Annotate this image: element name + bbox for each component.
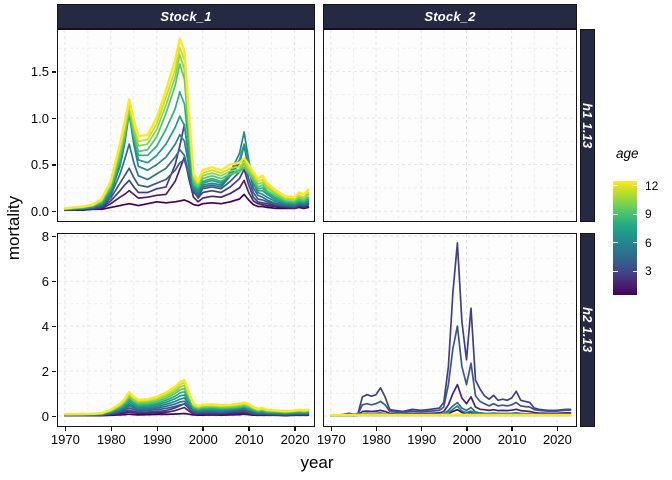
- y-tick-label: 0: [41, 408, 49, 424]
- legend-tick-label: 6: [645, 235, 652, 250]
- y-tick-mark: [52, 280, 56, 283]
- x-tick-label: 2020: [542, 432, 572, 447]
- x-tick-mark: [202, 427, 204, 431]
- y-tick-label: 1.0: [30, 110, 49, 126]
- legend-tick-mark: [613, 213, 618, 215]
- facet-strip-label: Stock_1: [160, 9, 212, 24]
- series-line-age-2: [329, 383, 572, 417]
- y-tick-label: 1.5: [30, 63, 49, 79]
- y-tick-label: 2: [41, 363, 49, 379]
- series-line-age-4: [64, 159, 310, 211]
- legend-tick-label: 12: [645, 178, 659, 193]
- legend-tick-mark: [632, 242, 637, 244]
- panel-plot-svg: [324, 234, 575, 425]
- y-tick-label: 8: [41, 228, 49, 244]
- panel-plot-svg: [58, 234, 313, 425]
- x-tick-mark: [556, 427, 559, 431]
- y-tick-mark: [52, 117, 56, 120]
- series-line-age-6: [64, 112, 310, 211]
- x-tick-mark: [64, 427, 67, 431]
- legend-tick-mark: [613, 242, 618, 244]
- x-tick-label: 2000: [188, 432, 218, 447]
- x-tick-mark: [511, 427, 513, 431]
- y-tick-mark: [52, 164, 56, 166]
- x-tick-label: 1990: [407, 432, 437, 447]
- series-line-age-9: [64, 63, 310, 211]
- facet-strip-h2: h2 1.13: [580, 233, 595, 427]
- y-tick-label: 4: [41, 318, 49, 334]
- series-line-age-12: [63, 37, 310, 210]
- x-tick-label: 2000: [452, 432, 482, 447]
- panel-plot-svg: [324, 30, 575, 220]
- panel-stock1-h2: [57, 233, 315, 427]
- legend-tick-mark: [632, 185, 637, 187]
- x-tick-label: 1980: [362, 432, 391, 447]
- x-tick-mark: [420, 427, 423, 431]
- x-tick-mark: [466, 427, 468, 431]
- y-tick-mark: [52, 71, 56, 73]
- x-tick-mark: [294, 427, 296, 431]
- series-line-age-12: [63, 378, 310, 416]
- facet-strip-stock-2: Stock_2: [323, 4, 577, 29]
- legend-title: age: [616, 146, 639, 161]
- panel-stock2-h2: [323, 233, 577, 427]
- x-tick-mark: [375, 427, 378, 431]
- legend-colorbar: [613, 181, 637, 295]
- series-line-age-10: [64, 53, 310, 210]
- x-tick-mark: [248, 427, 250, 431]
- legend-tick-label: 9: [645, 207, 652, 222]
- x-tick-mark: [156, 427, 159, 431]
- legend-tick-mark: [632, 270, 637, 272]
- x-tick-mark: [330, 427, 333, 431]
- x-tick-label: 2020: [280, 432, 310, 447]
- x-tick-label: 1990: [142, 432, 172, 447]
- facet-strip-label: h1 1.13: [580, 102, 595, 149]
- y-tick-label: 0.0: [30, 203, 49, 219]
- y-tick-label: 6: [41, 273, 49, 289]
- legend-tick-label: 3: [645, 264, 652, 279]
- series-line-age-1: [64, 193, 310, 212]
- series-line-age-12: [329, 413, 572, 417]
- y-tick-mark: [52, 235, 56, 238]
- x-axis-title: year: [300, 453, 334, 472]
- y-tick-mark: [52, 325, 56, 328]
- y-tick-mark: [52, 210, 56, 213]
- x-tick-label: 1980: [96, 432, 126, 447]
- legend-tick-mark: [632, 213, 637, 215]
- legend-tick-mark: [613, 185, 618, 187]
- legend-tick-mark: [613, 270, 618, 272]
- facet-strip-label: Stock_2: [424, 9, 476, 24]
- x-tick-label: 2010: [497, 432, 527, 447]
- facet-strip-label: h2 1.13: [580, 307, 595, 353]
- y-tick-mark: [52, 415, 56, 418]
- panel-plot-svg: [58, 30, 313, 220]
- x-tick-label: 2010: [234, 432, 264, 447]
- x-tick-label: 1970: [316, 432, 346, 447]
- panel-stock2-h1: [323, 29, 577, 222]
- y-tick-label: 0.5: [30, 157, 49, 173]
- facet-strip-stock-1: Stock_1: [57, 4, 315, 29]
- panel-stock1-h1: [57, 29, 315, 222]
- series-line-age-3: [329, 242, 572, 416]
- x-tick-label: 1970: [50, 432, 80, 447]
- x-tick-mark: [110, 427, 113, 431]
- series-line-age-4: [329, 325, 572, 416]
- series-line-age-5: [64, 143, 310, 211]
- series-line-age-2: [64, 156, 310, 212]
- facet-strip-h1: h1 1.13: [580, 29, 595, 222]
- y-tick-mark: [52, 370, 56, 373]
